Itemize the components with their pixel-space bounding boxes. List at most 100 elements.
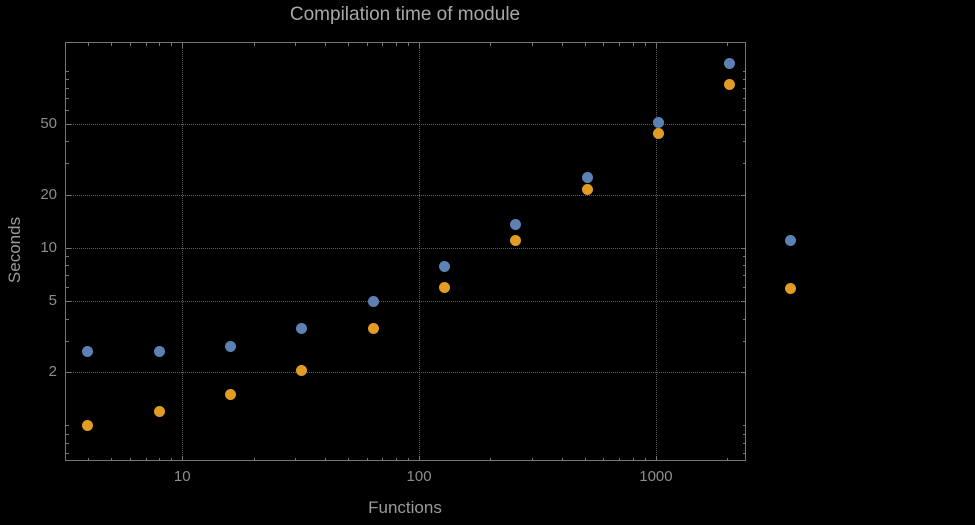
y-tickmark (743, 433, 746, 435)
x-tickmark (382, 43, 384, 46)
data-point-series-1 (510, 219, 522, 231)
y-tickmark (743, 318, 746, 320)
y-tickmark (741, 248, 746, 249)
y-tickmark (66, 318, 69, 320)
y-tickmark (66, 163, 69, 165)
y-tick-label: 50 (40, 115, 57, 133)
y-tickmark (743, 452, 746, 454)
x-tickmark (532, 43, 534, 46)
y-tickmark (66, 265, 69, 267)
x-tickmark (324, 43, 326, 46)
y-tickmark (741, 124, 746, 126)
y-tickmark (743, 87, 746, 89)
x-tickmark (408, 43, 410, 46)
x-tickmark (619, 458, 621, 461)
y-tickmark (66, 98, 69, 100)
x-tickmark (645, 458, 647, 461)
y-tickmark (66, 287, 69, 289)
data-point-series-1 (225, 340, 237, 352)
x-tickmark (396, 458, 398, 461)
x-tickmark (396, 43, 398, 46)
data-point-series-2 (510, 235, 522, 247)
gridline-y-2 (65, 372, 746, 373)
data-point-series-1 (153, 346, 165, 358)
y-tick-label: 5 (48, 292, 57, 310)
gridline-y-10 (65, 248, 746, 249)
data-point-series-1 (438, 260, 450, 272)
x-tickmark (110, 458, 112, 461)
x-tickmark (532, 458, 534, 461)
data-point-series-1 (82, 346, 94, 358)
y-tickmark (743, 109, 746, 111)
y-tickmark (66, 452, 69, 454)
gridline-y-50 (65, 124, 746, 126)
x-tickmark (727, 458, 729, 461)
x-tickmark (419, 43, 421, 48)
chart-title: Compilation time of module (289, 4, 521, 25)
x-tickmark (253, 458, 255, 461)
x-tickmark (129, 43, 131, 46)
x-tickmark (129, 458, 131, 461)
data-point-series-1 (367, 295, 379, 307)
data-point-series-1 (296, 323, 308, 335)
data-point-series-2 (438, 281, 450, 293)
data-point-series-2 (296, 364, 308, 376)
y-tickmark (66, 433, 69, 435)
x-tickmark (603, 43, 605, 46)
y-tickmark (741, 372, 746, 373)
y-tickmark (66, 442, 69, 444)
y-tickmark (743, 265, 746, 267)
x-tickmark (324, 458, 326, 461)
y-tickmark (66, 124, 71, 126)
gridline-x-10 (182, 42, 184, 461)
y-tickmark (743, 256, 746, 258)
y-tickmark (66, 70, 69, 72)
x-tickmark (182, 456, 184, 461)
x-tickmark (645, 43, 647, 46)
x-tickmark (295, 458, 297, 461)
legend-marker-series-1 (784, 234, 796, 246)
y-tickmark (743, 163, 746, 165)
x-axis-label: Functions (368, 498, 442, 517)
data-point-series-1 (652, 116, 664, 128)
y-tickmark (66, 109, 69, 111)
y-tickmark (743, 78, 746, 80)
x-tick-label: 10 (173, 468, 191, 485)
gridline-x-1000 (655, 42, 657, 461)
y-tickmark (743, 442, 746, 444)
x-tickmark (632, 458, 634, 461)
y-tickmark (66, 87, 69, 89)
gridline-y-20 (65, 194, 746, 196)
x-tickmark (295, 43, 297, 46)
x-tickmark (171, 458, 173, 461)
x-tickmark (182, 43, 184, 48)
x-tickmark (584, 458, 586, 461)
data-point-series-2 (82, 419, 94, 431)
data-point-series-2 (652, 128, 664, 140)
y-tickmark (743, 287, 746, 289)
x-tickmark (366, 43, 368, 46)
x-tickmark (490, 458, 492, 461)
y-tickmark (66, 78, 69, 80)
x-tickmark (87, 458, 89, 461)
x-tickmark (382, 458, 384, 461)
y-tickmark (743, 98, 746, 100)
data-point-series-1 (724, 57, 736, 69)
y-tick-label: 20 (40, 185, 57, 203)
y-tickmark (66, 275, 69, 277)
y-tickmark (743, 70, 746, 72)
y-tickmark (66, 340, 69, 342)
x-tickmark (347, 458, 349, 461)
data-point-series-2 (724, 78, 736, 90)
gridline-x-100 (419, 42, 421, 461)
y-tickmark (66, 194, 71, 196)
x-tickmark (171, 43, 173, 46)
legend-marker-series-2 (784, 282, 796, 294)
y-tickmark (66, 301, 71, 303)
y-tickmark (743, 425, 746, 427)
x-tickmark (561, 458, 563, 461)
data-point-series-2 (225, 388, 237, 400)
x-tickmark (490, 43, 492, 46)
y-tickmark (66, 425, 69, 427)
